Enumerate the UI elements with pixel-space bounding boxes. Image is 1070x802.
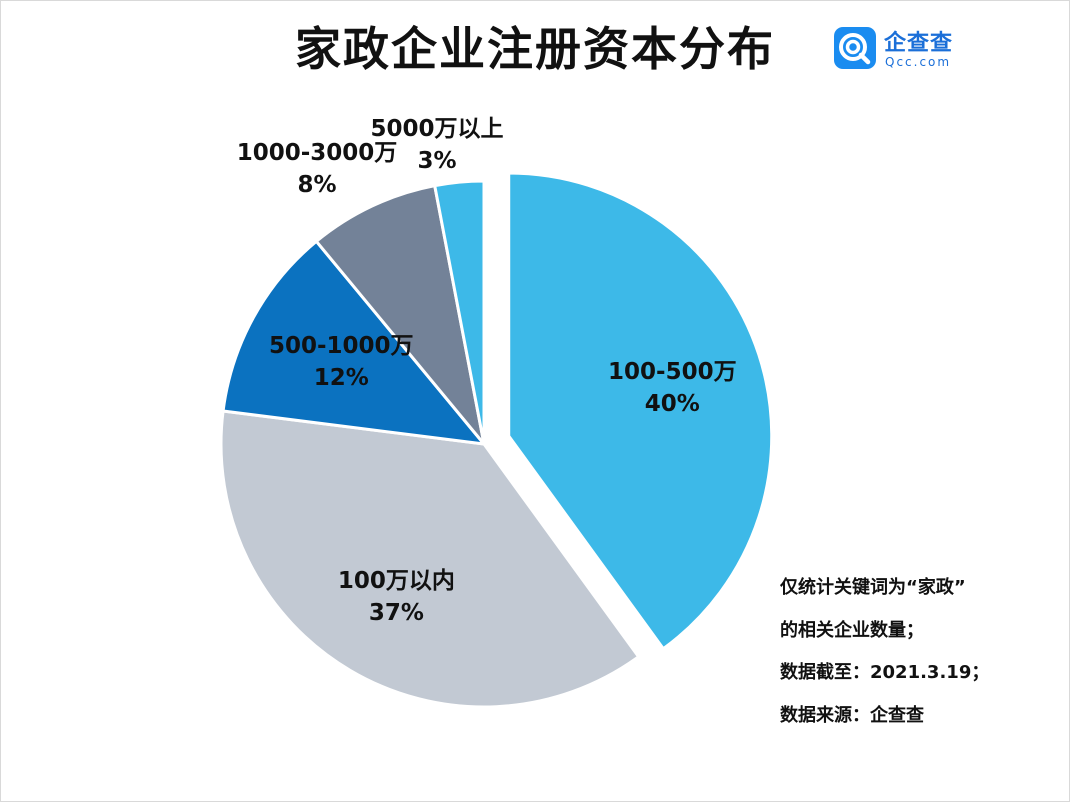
slice-percent-label: 3%: [417, 148, 456, 174]
logo-name: 企查查: [884, 31, 954, 56]
slice-label: 100万以内: [338, 568, 455, 594]
slice-percent-label: 12%: [314, 365, 369, 391]
slice-label: 1000-3000万: [237, 140, 398, 166]
chart-title: 家政企业注册资本分布: [295, 22, 775, 76]
slice-label: 5000万以上: [370, 116, 503, 142]
slice-percent-label: 40%: [645, 391, 700, 417]
slice-label: 500-1000万: [269, 333, 414, 359]
pie-slice: [507, 171, 774, 651]
pie-slice: [314, 184, 486, 446]
chart-notes: 仅统计关键词为“家政” 的相关企业数量； 数据截至：2021.3.19； 数据来…: [780, 567, 1050, 737]
logo-domain: Qcc.com: [885, 55, 952, 69]
slice-percent-label: 37%: [369, 600, 424, 626]
qcc-logo-icon: [834, 27, 876, 69]
note-line: 数据截至：2021.3.19；: [780, 662, 990, 683]
note-line: 数据来源：企查查: [780, 704, 924, 726]
slice-percent-label: 8%: [297, 172, 336, 198]
pie-slice: [433, 179, 486, 446]
brand-logo: 企查查 Qcc.com: [834, 27, 964, 71]
slice-label: 100-500万: [608, 359, 737, 385]
pie-slice: [219, 409, 641, 709]
note-line: 仅统计关键词为“家政”: [780, 577, 966, 598]
note-line: 的相关企业数量；: [780, 619, 924, 641]
pie-slice: [221, 239, 486, 446]
